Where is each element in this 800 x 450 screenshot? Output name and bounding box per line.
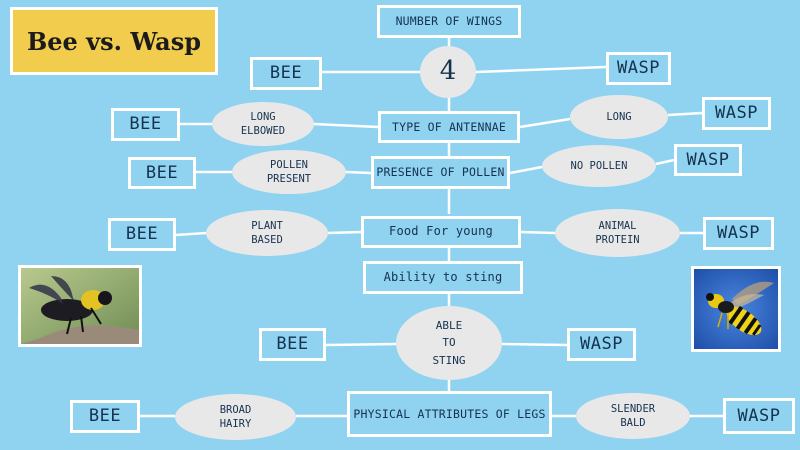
bee-food-line-2: BASED <box>251 234 283 246</box>
shared-sting-oval: Able to sting <box>396 306 502 380</box>
wasp-photo <box>691 266 781 352</box>
wasp-label-antennae: WASP <box>702 97 771 130</box>
wasp-label-legs: WASP <box>723 398 795 434</box>
wasp-legs-line-1: SLENDER <box>610 402 656 415</box>
bee-food-oval: PLANT BASED <box>206 210 328 256</box>
wasp-legs-oval: SLENDER BALD <box>576 393 690 439</box>
bee-legs-oval: BROAD HAIRY <box>175 394 296 440</box>
bee-antennae-line-1: LONG <box>250 110 276 123</box>
wasp-pollen-line-1: NO POLLEN <box>570 159 628 172</box>
category-presence-of-pollen: PRESENCE OF POLLEN <box>371 156 510 189</box>
wasp-pollen-oval: NO POLLEN <box>542 145 656 187</box>
bee-label-pollen: BEE <box>128 157 196 189</box>
shared-wings-value: 4 <box>420 46 476 98</box>
bee-legs-line-2: HAIRY <box>219 418 252 430</box>
category-ability-to-sting: Ability to sting <box>363 261 523 294</box>
category-food-for-young: Food For young <box>361 216 521 248</box>
sting-line-3: sting <box>432 353 466 367</box>
bee-label-sting: BEE <box>259 328 326 361</box>
bee-illustration <box>21 268 139 344</box>
bee-antennae-oval: LONG ELBOWED <box>212 102 314 146</box>
wings-count: 4 <box>439 56 457 87</box>
bee-label-food: BEE <box>108 218 176 251</box>
wasp-food-oval: ANIMAL PROTEIN <box>555 209 680 257</box>
bee-photo <box>18 265 142 347</box>
wasp-label-food: WASP <box>703 217 774 250</box>
wasp-label-pollen: WASP <box>674 144 742 176</box>
category-number-of-wings: NUMBER OF WINGS <box>377 5 521 38</box>
bee-antennae-line-2: ELBOWED <box>240 125 286 137</box>
bee-food-line-1: PLANT <box>251 219 283 232</box>
wasp-label-wings: WASP <box>606 52 671 85</box>
bee-label-legs: BEE <box>70 400 140 433</box>
wasp-illustration <box>694 269 778 349</box>
bee-pollen-line-2: PRESENT <box>266 173 312 185</box>
bee-label-antennae: BEE <box>111 108 180 141</box>
sting-line-1: Able <box>435 319 463 333</box>
wasp-food-line-1: ANIMAL <box>598 219 637 232</box>
category-type-of-antennae: TYPE OF ANTENNAE <box>378 111 520 143</box>
page-title: Bee vs. Wasp <box>10 7 218 75</box>
bee-legs-line-1: BROAD <box>219 403 252 416</box>
wasp-antennae-oval: LONG <box>570 95 668 139</box>
wasp-antennae-line-1: LONG <box>606 110 632 123</box>
bee-pollen-line-1: POLLEN <box>270 158 308 171</box>
bee-label-wings: BEE <box>250 57 322 90</box>
category-physical-attributes-of-legs: PHYSICAL ATTRIBUTES OF LEGS <box>347 391 552 437</box>
wasp-legs-line-2: BALD <box>620 417 646 429</box>
wasp-food-line-2: PROTEIN <box>595 234 640 246</box>
wasp-label-sting: WASP <box>567 328 636 361</box>
sting-line-2: to <box>442 336 456 350</box>
bee-pollen-oval: POLLEN PRESENT <box>232 150 346 194</box>
